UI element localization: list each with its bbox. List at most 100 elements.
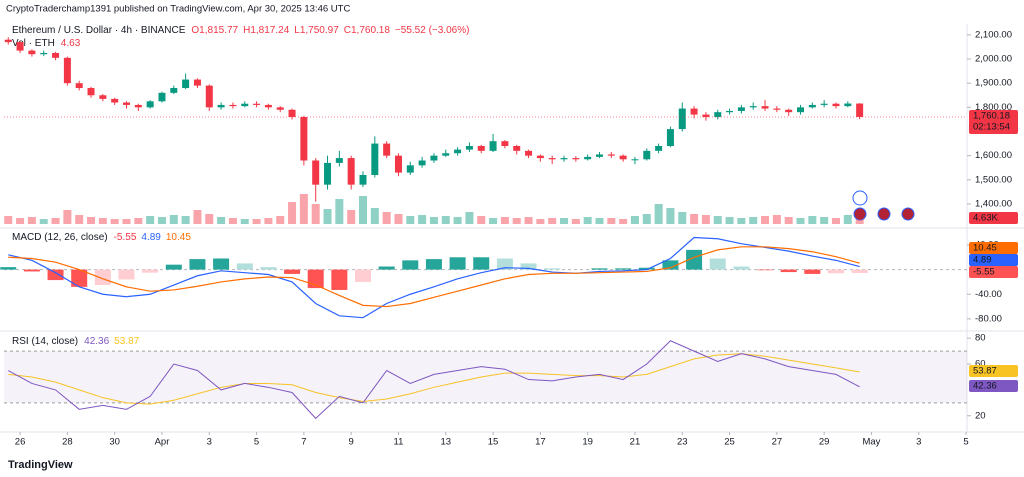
rsi-title: RSI (14, close): [12, 336, 78, 347]
candle-body: [560, 158, 568, 160]
macd-axis-label: 4.89: [973, 255, 992, 266]
macd-histogram-bar: [733, 266, 750, 270]
macd-histogram-bar: [142, 269, 159, 273]
y-tick-label: 20: [975, 410, 986, 421]
event-icons: [852, 190, 915, 221]
candle-body: [205, 85, 213, 108]
volume-bar: [157, 217, 166, 224]
price-label: 1,760.18: [973, 110, 1010, 121]
volume-bar: [51, 218, 60, 224]
macd-histogram-bar: [118, 269, 135, 280]
x-tick-label: 25: [724, 437, 735, 448]
macd-histogram-bar: [402, 260, 419, 270]
candle-body: [477, 146, 485, 151]
volume-bar: [619, 219, 628, 224]
macd-histogram-bar: [0, 267, 17, 270]
volume-bar: [477, 216, 486, 224]
y-tick-label: 1,900.00: [975, 78, 1012, 89]
symbol-legend: Ethereum / U.S. Dollar · 4h · BINANCE O1,…: [12, 25, 469, 36]
rsi-axis-label-box: [969, 380, 1018, 392]
rsi-ma-line: [8, 353, 860, 405]
countdown: 02:13:54: [973, 121, 1010, 132]
macd-histogram-bar: [189, 259, 206, 270]
volume-legend: Vol · ETH 4.63: [12, 38, 81, 49]
publisher: CryptoTraderchamp1391 published on Tradi…: [6, 4, 350, 15]
x-tick-label: May: [862, 437, 880, 448]
volume-bar: [560, 218, 569, 224]
candle-body: [643, 150, 651, 160]
volume-bar: [347, 210, 356, 224]
candle-body: [726, 110, 734, 113]
candle-body: [678, 108, 686, 130]
candle-body: [844, 103, 852, 107]
candle-body: [666, 129, 674, 147]
candle-body: [513, 146, 521, 151]
x-tick-label: 28: [62, 437, 73, 448]
candle-body: [418, 160, 426, 166]
candle-body: [146, 101, 154, 108]
candle-body: [690, 108, 698, 115]
candle-body: [536, 155, 544, 159]
macd-histogram-bar: [662, 260, 679, 270]
candle-body: [193, 79, 201, 86]
candle-body: [4, 39, 12, 43]
volume-name: Vol · ETH: [12, 38, 55, 49]
macd-histogram-bar: [213, 258, 230, 270]
candle-body: [501, 141, 509, 147]
candle-body: [264, 104, 272, 108]
candle-body: [276, 107, 284, 110]
macd-histogram-bar: [804, 269, 821, 274]
candle-body: [52, 52, 60, 58]
hist-axis-label-box: [969, 266, 1018, 278]
macd-histogram-bar: [284, 269, 301, 274]
y-tick-label: 1,400.00: [975, 198, 1012, 209]
y-tick-label: -80.00: [975, 313, 1002, 324]
candle-body: [123, 102, 131, 105]
candle-body: [217, 104, 225, 108]
price-label-box: [969, 109, 1018, 134]
x-tick-label: 3: [916, 437, 921, 448]
volume-bar: [831, 218, 840, 224]
volume-label-box: [969, 212, 1018, 224]
macd-histogram-bar: [496, 258, 513, 270]
candle-body: [808, 104, 816, 108]
candle-body: [111, 98, 119, 103]
x-tick-label: 30: [109, 437, 120, 448]
y-tick-label: 1,600.00: [975, 150, 1012, 161]
macd-line: [8, 236, 860, 319]
volume-bar: [288, 202, 297, 224]
candle-body: [241, 103, 249, 107]
rsi-line: [8, 340, 860, 420]
volume-bar: [217, 217, 226, 224]
candle-body: [324, 162, 332, 185]
candle-body: [465, 146, 473, 150]
x-tick-label: 5: [254, 437, 259, 448]
y-tick-label: 80: [975, 333, 986, 344]
x-tick-label: 13: [440, 437, 451, 448]
volume-bar: [690, 214, 699, 224]
volume-bar: [737, 218, 746, 224]
signal-axis-label-box: [969, 242, 1018, 254]
candle-body: [548, 158, 556, 160]
macd-value: 4.89: [141, 232, 161, 243]
candle-body: [761, 106, 769, 109]
x-tick-label: 21: [630, 437, 641, 448]
flag-icon: [853, 207, 867, 221]
x-tick-label: 5: [963, 437, 968, 448]
volume-bar: [193, 210, 202, 224]
volume-bar: [87, 217, 96, 224]
volume-bar: [323, 209, 332, 224]
candle-body: [359, 174, 367, 185]
candle-body: [170, 88, 178, 93]
candle-body: [489, 141, 497, 151]
candle-body: [134, 104, 142, 108]
macd-histogram-bar: [236, 263, 253, 270]
volume-bar: [394, 214, 403, 224]
candle-body: [607, 154, 615, 156]
candle-body: [335, 158, 343, 163]
candle-body: [797, 107, 805, 113]
candle-body: [785, 109, 793, 113]
macd-histogram-bar: [260, 267, 277, 270]
